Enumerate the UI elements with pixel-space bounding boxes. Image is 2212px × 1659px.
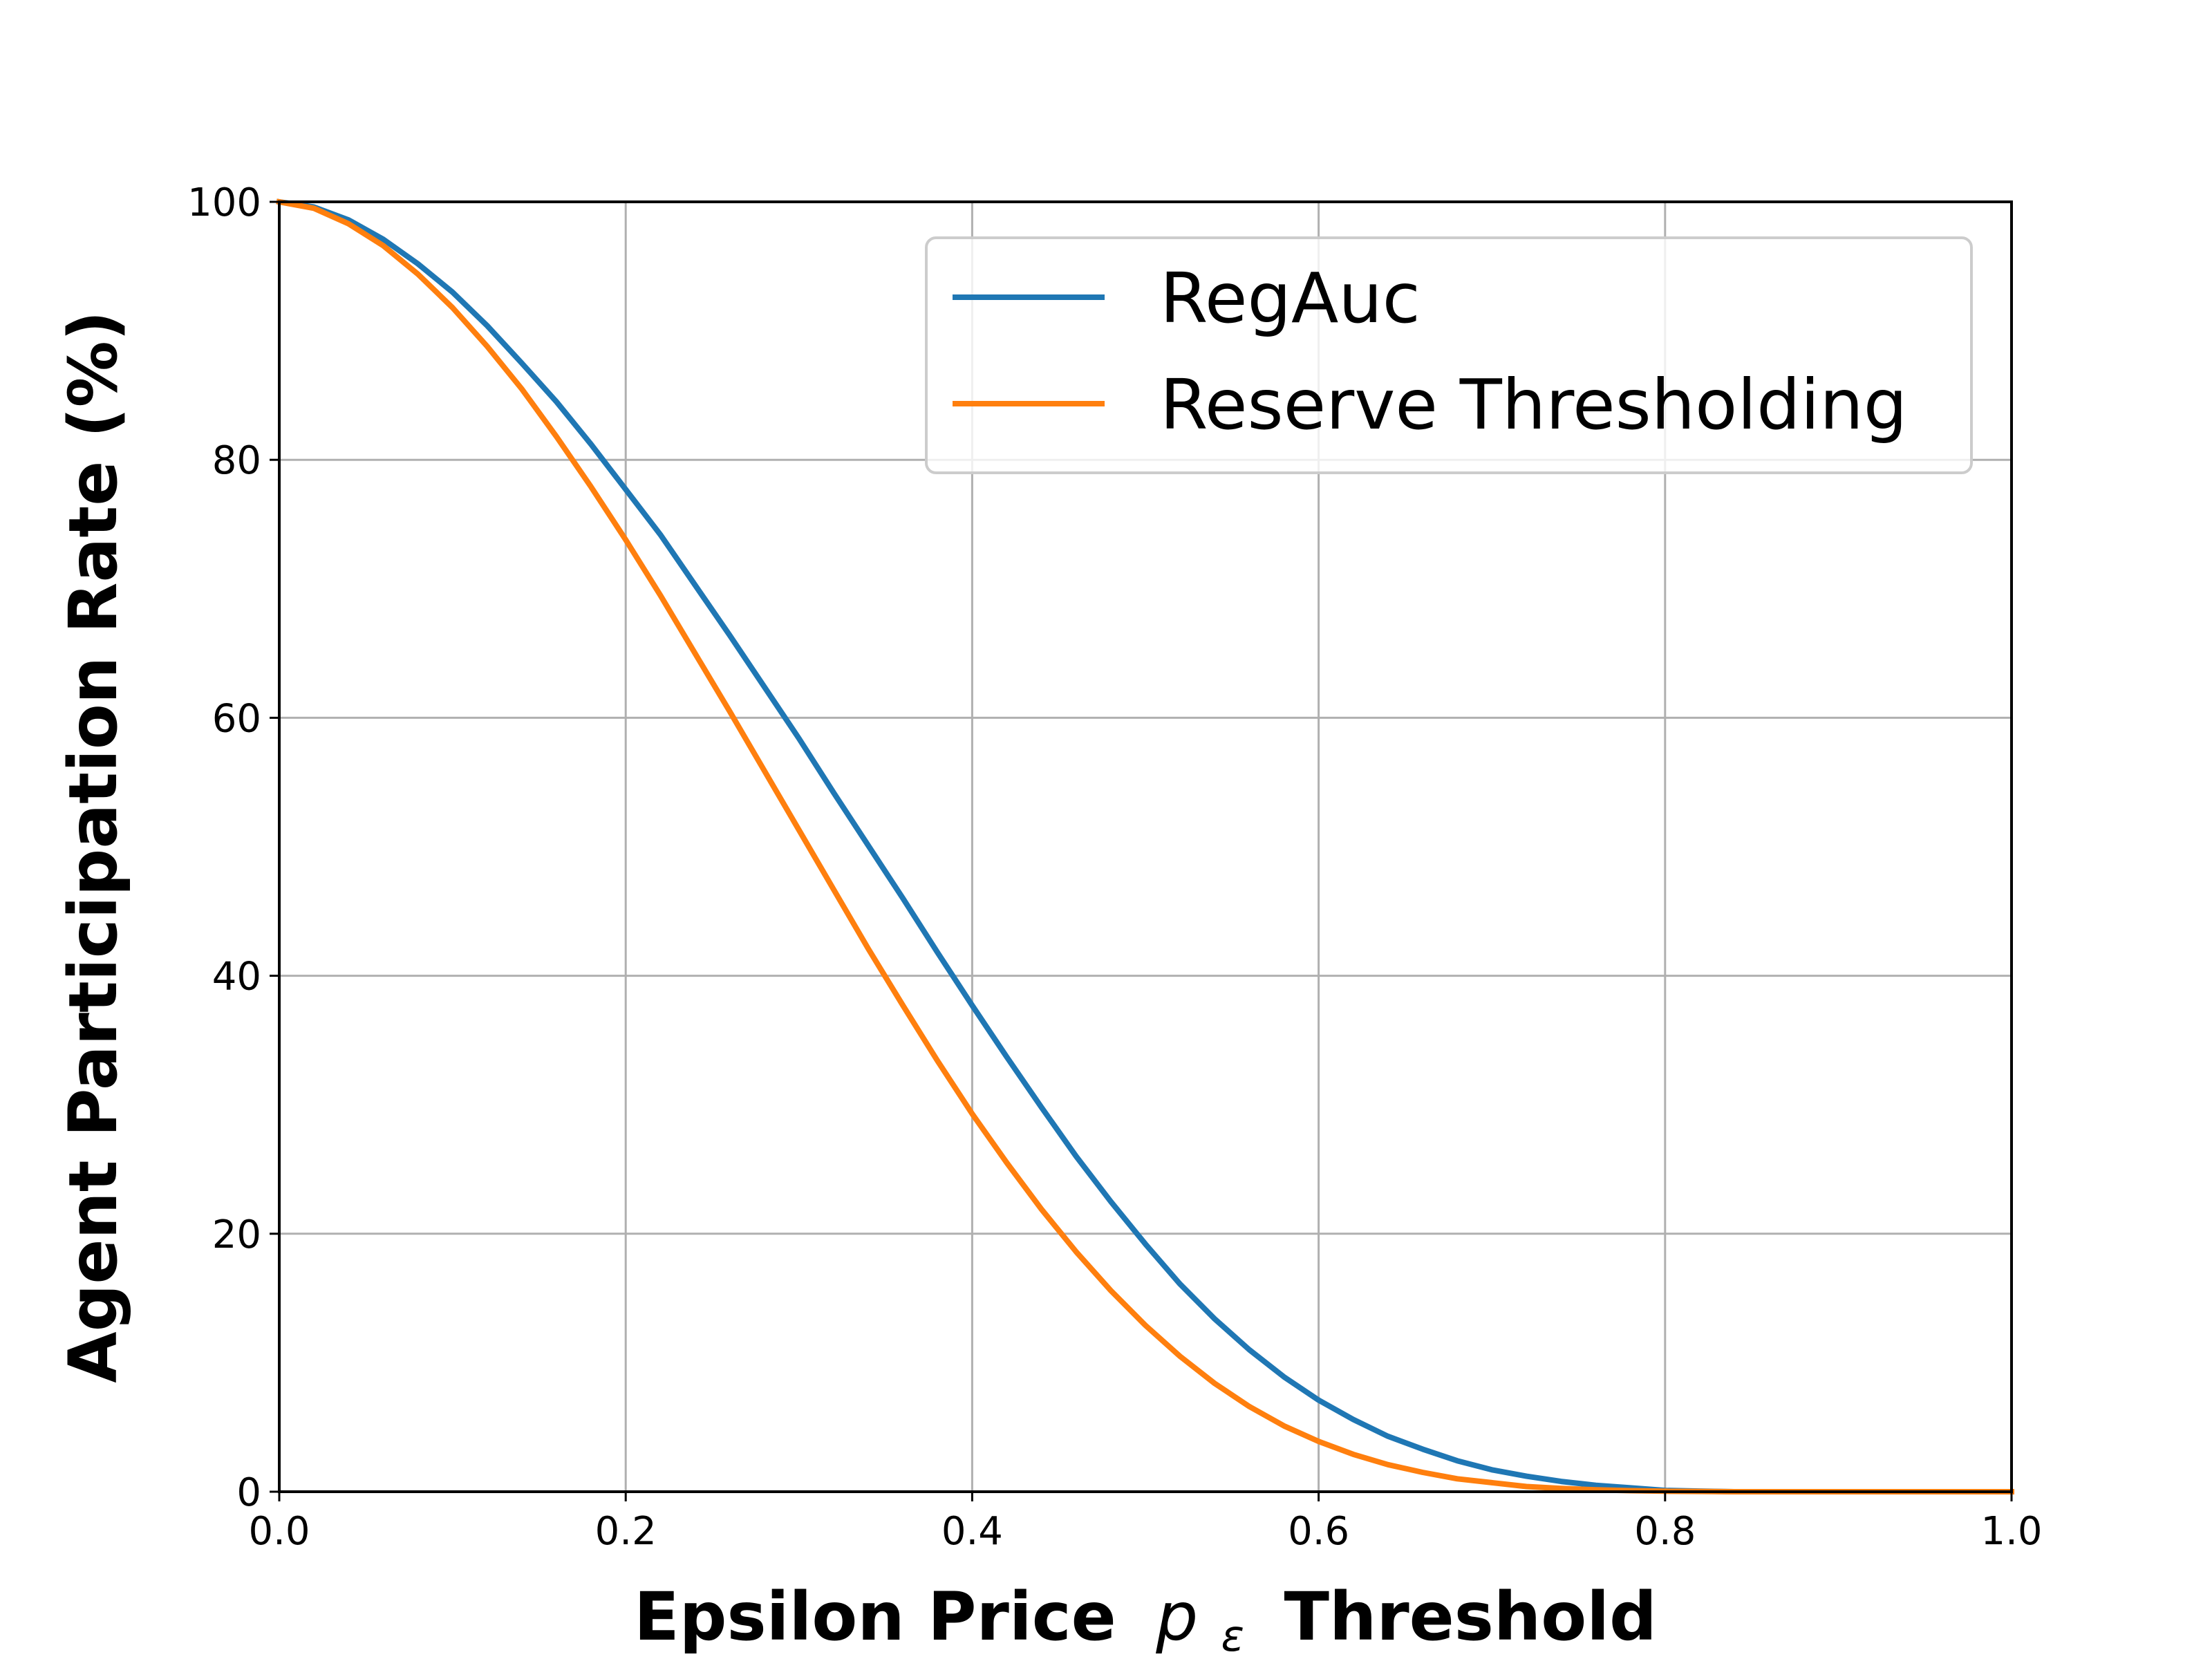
x-axis-label: Epsilon Price p ε Threshold (634, 1578, 1657, 1659)
x-tick-label: 0.4 (941, 1509, 1003, 1554)
y-tick-label: 0 (236, 1470, 261, 1515)
x-tick-label: 0.0 (248, 1509, 310, 1554)
x-tick-label: 0.2 (595, 1509, 657, 1554)
legend-label-reserve-thresholding: Reserve Thresholding (1160, 364, 1907, 445)
x-axis-label-suffix: Threshold (1284, 1578, 1656, 1656)
y-tick-label: 60 (212, 696, 261, 741)
legend-label-regauc: RegAuc (1160, 258, 1421, 339)
y-tick-label: 40 (212, 955, 261, 1000)
x-axis-label-symbol-subscript: ε (1221, 1611, 1245, 1659)
x-tick-label: 0.6 (1288, 1509, 1349, 1554)
y-axis-label: Agent Participation Rate (%) (55, 310, 132, 1382)
legend-box (925, 236, 1973, 474)
y-tick-label: 20 (212, 1212, 261, 1257)
legend: RegAuc Reserve Thresholding (925, 236, 1973, 474)
y-axis-ticks: 0 20 40 60 80 100 (187, 180, 279, 1515)
plot-frame (278, 200, 2013, 1493)
x-axis-label-main: Epsilon Price (634, 1578, 1116, 1656)
x-tick-label: 1.0 (1980, 1509, 2042, 1554)
x-axis-label-symbol: p (1155, 1578, 1198, 1656)
x-tick-label: 0.8 (1634, 1509, 1696, 1554)
y-tick-label: 80 (212, 438, 261, 483)
x-axis-ticks: 0.0 0.2 0.4 0.6 0.8 1.0 (248, 1492, 2043, 1554)
y-tick-label: 100 (187, 180, 261, 225)
